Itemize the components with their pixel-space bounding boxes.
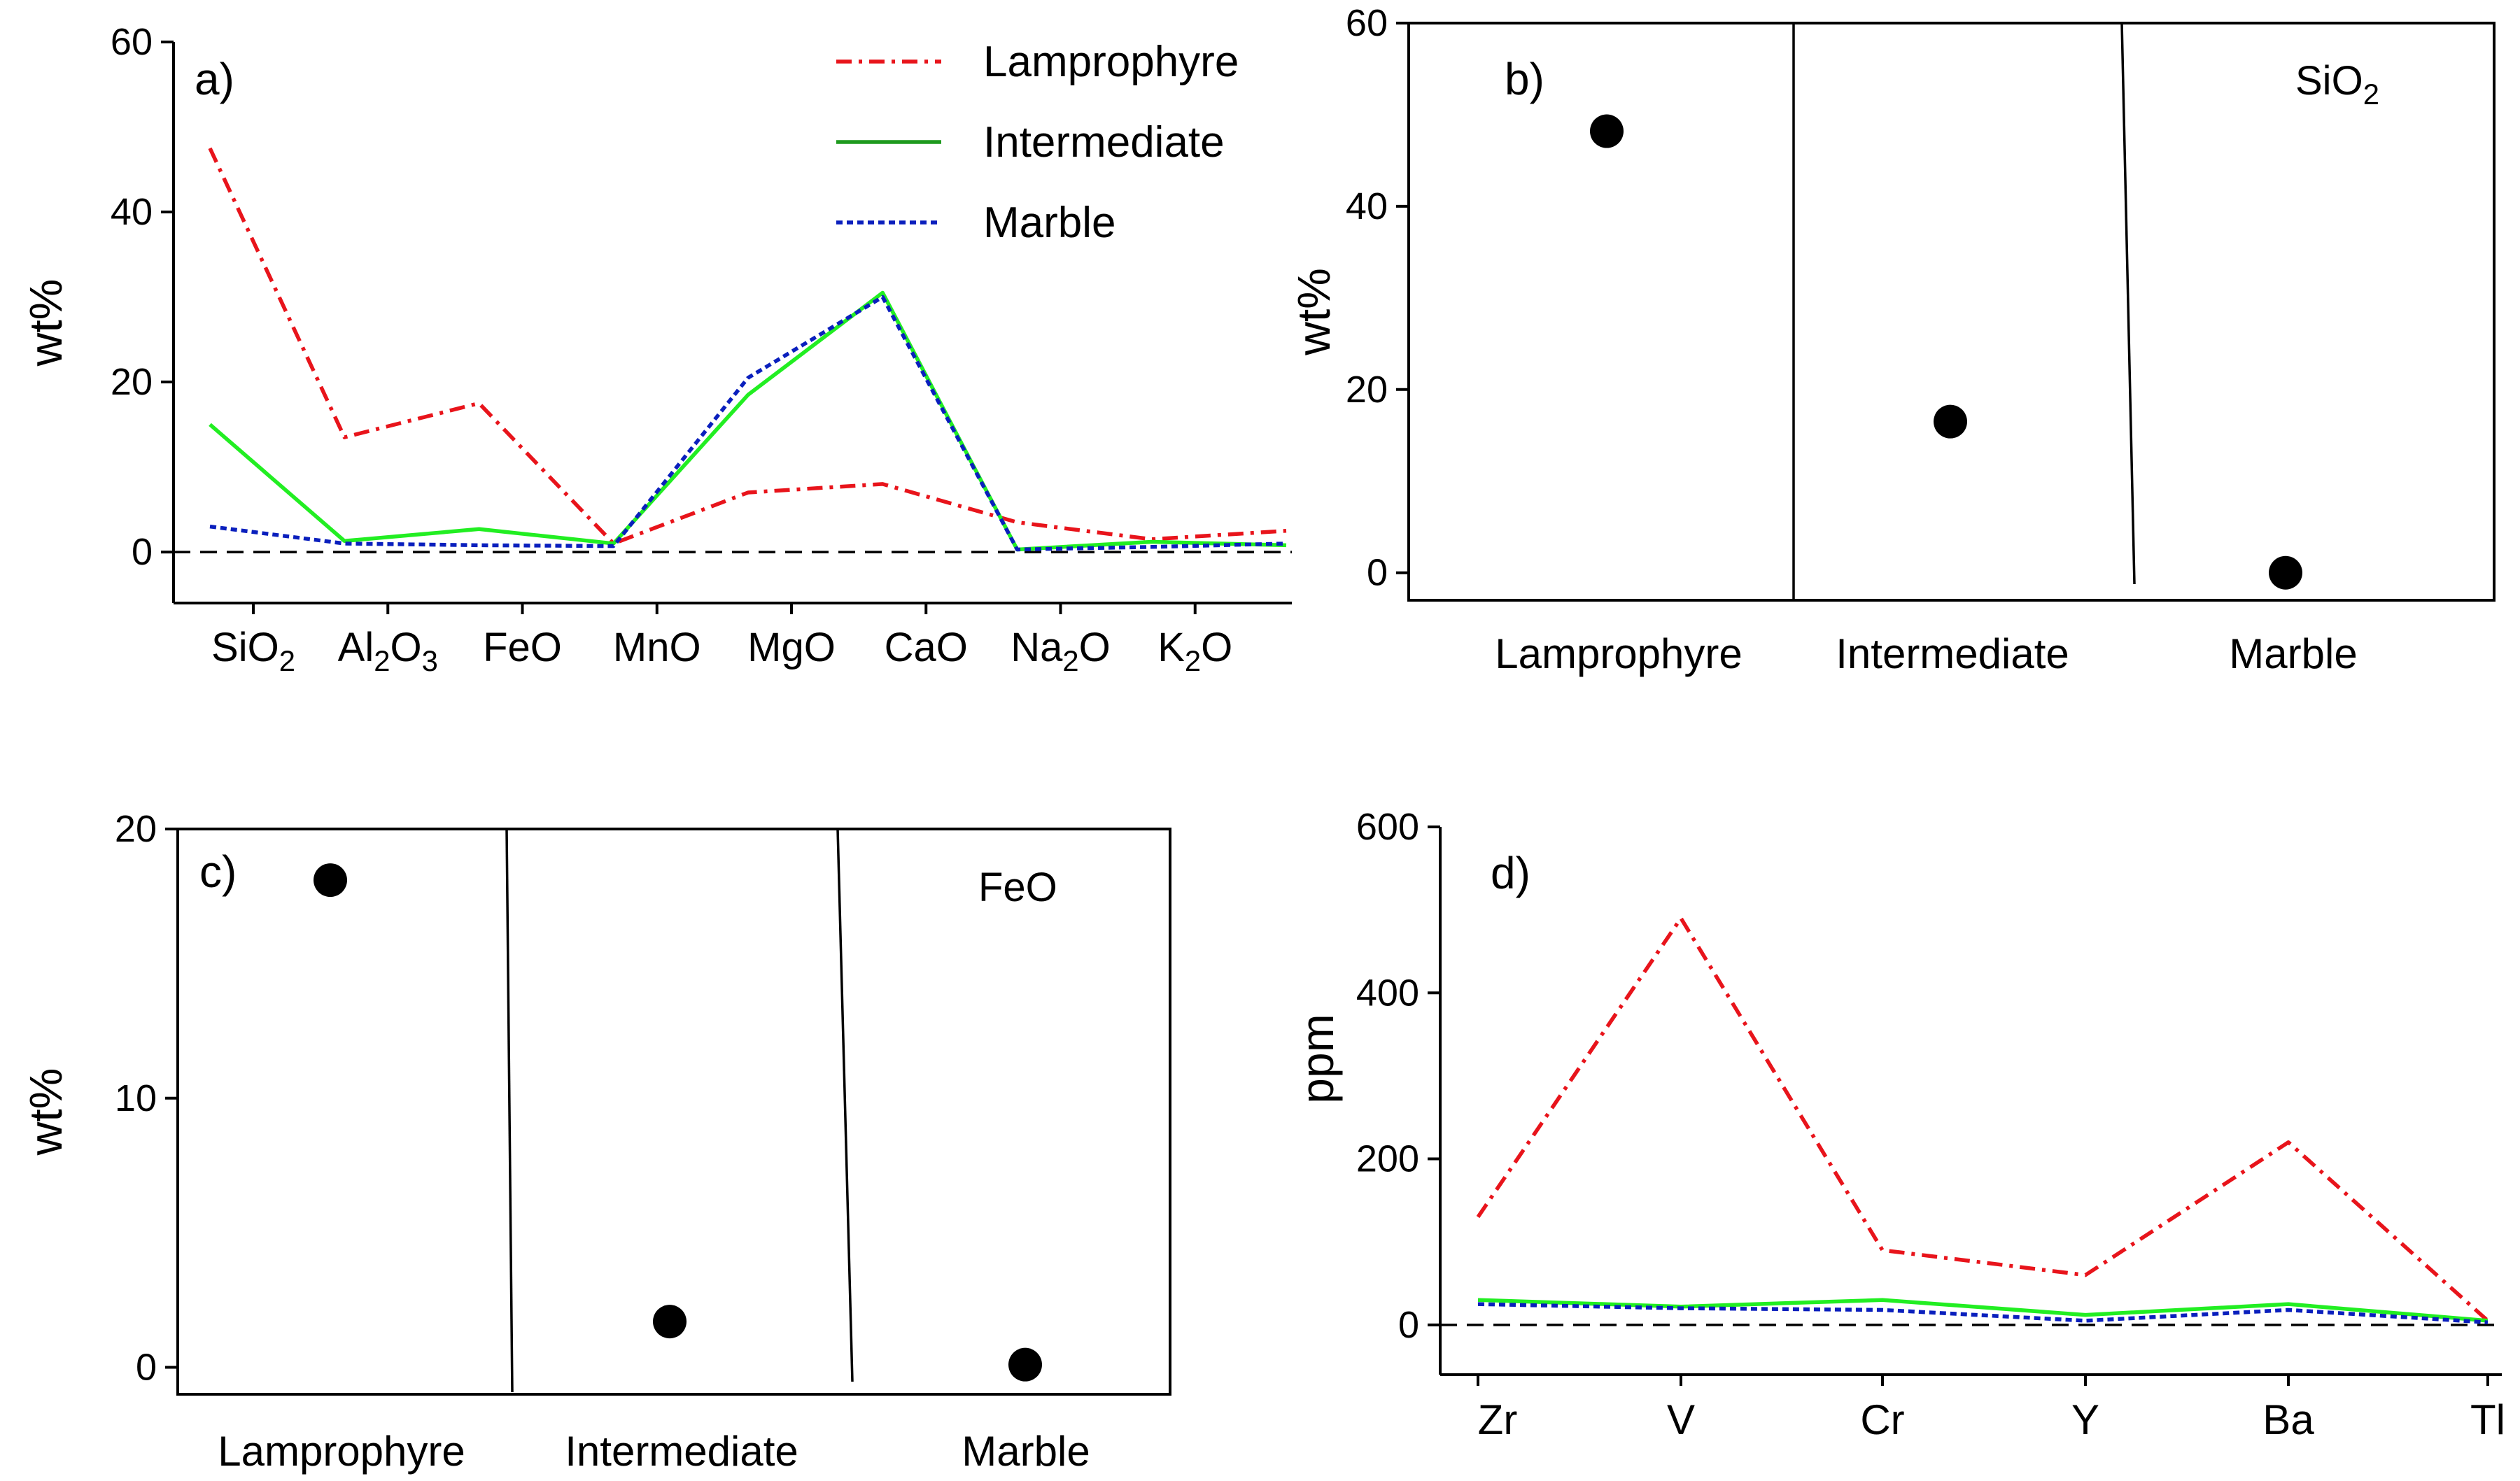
y-tick-label: 0 — [136, 1347, 157, 1389]
plot-frame — [1407, 22, 2496, 602]
series-line-intermediate — [1477, 1298, 2489, 1323]
y-tick-label: 10 — [115, 1077, 157, 1119]
y-tick-label: 600 — [1356, 806, 1419, 848]
panel-label: a) — [195, 54, 234, 104]
legend: Lamprophyre Intermediate Marble — [836, 38, 1239, 247]
x-category-label: Marble — [2229, 630, 2357, 677]
x-category-label: Intermediate — [565, 1428, 798, 1475]
x-tick-label: Na2O — [1011, 625, 1111, 677]
data-point-intermediate — [1934, 404, 1967, 439]
x-tick-label: MgO — [747, 625, 836, 670]
x-tick-label: Al2O3 — [338, 625, 438, 677]
panel-c-chart: 0 10 20 Lamprophyre Intermediate Marble wt% c) F… — [20, 808, 1171, 1475]
panel-a-chart: 0 20 40 60 SiO2 Al2O3 FeO MnO MgO CaO Na2O K2O wt% a) — [20, 21, 1292, 677]
y-tick-label: 0 — [1398, 1304, 1419, 1346]
series-line-lamprophyre — [208, 147, 1287, 546]
y-axis-label: wt% — [1288, 268, 1339, 356]
element-annotation: SiO2 — [2295, 58, 2379, 111]
x-tick-label: Cr — [1860, 1396, 1904, 1443]
x-tick-label: Ba — [2262, 1396, 2314, 1443]
panel-d-chart: 0 200 400 600 Zr V Cr Y Ba Tl ppm d) — [1291, 806, 2505, 1443]
x-tick-label: V — [1667, 1396, 1695, 1443]
y-tick-label: 20 — [111, 361, 153, 403]
panel-label: b) — [1505, 54, 1544, 104]
x-category-label: Lamprophyre — [1495, 630, 1743, 677]
x-category-label: Intermediate — [1836, 630, 2069, 677]
group-divider — [836, 828, 854, 1382]
element-annotation: FeO — [978, 865, 1057, 910]
x-category-label: Lamprophyre — [218, 1428, 465, 1475]
y-tick-label: 60 — [111, 21, 153, 63]
series-line-marble — [1477, 1302, 2489, 1325]
data-point-intermediate — [653, 1305, 687, 1339]
y-tick-label: 60 — [1346, 2, 1388, 44]
y-tick-label: 40 — [111, 191, 153, 233]
data-point-marble — [1008, 1347, 1042, 1382]
x-tick-label: Tl — [2470, 1396, 2505, 1443]
y-axis-label: ppm — [1291, 1014, 1343, 1103]
panel-b-chart: 0 20 40 60 Lamprophyre Intermediate Marble wt% b… — [1288, 2, 2496, 677]
x-tick-label: Y — [2071, 1396, 2099, 1443]
y-tick-label: 0 — [1367, 552, 1388, 594]
x-tick-label: MnO — [613, 625, 701, 670]
x-category-label: Marble — [962, 1428, 1090, 1475]
panel-label: c) — [199, 846, 237, 897]
data-point-marble — [2269, 555, 2302, 590]
y-tick-label: 400 — [1356, 972, 1419, 1014]
x-tick-label: SiO2 — [211, 625, 295, 677]
group-divider — [2120, 22, 2136, 585]
x-tick-label: CaO — [885, 625, 968, 670]
y-tick-label: 0 — [132, 531, 153, 573]
plot-frame — [176, 828, 1171, 1396]
x-tick-label: Zr — [1478, 1396, 1518, 1443]
y-axis-label: wt% — [20, 279, 71, 367]
y-tick-label: 200 — [1356, 1138, 1419, 1180]
legend-label-intermediate: Intermediate — [983, 118, 1225, 166]
series-line-lamprophyre — [1476, 916, 2489, 1322]
y-axis-label: wt% — [20, 1068, 71, 1156]
series-line-intermediate — [209, 290, 1287, 552]
y-tick-label: 40 — [1346, 185, 1388, 227]
data-point-lamprophyre — [1590, 114, 1624, 148]
y-tick-label: 20 — [115, 808, 157, 850]
series-line-marble — [209, 295, 1287, 552]
legend-label-lamprophyre: Lamprophyre — [983, 38, 1239, 86]
legend-label-marble: Marble — [983, 199, 1116, 247]
panel-label: d) — [1491, 848, 1530, 898]
x-tick-label: K2O — [1157, 625, 1232, 677]
y-tick-label: 20 — [1346, 369, 1388, 411]
x-tick-label: FeO — [483, 625, 562, 670]
data-point-lamprophyre — [314, 863, 347, 898]
group-divider — [505, 828, 514, 1393]
